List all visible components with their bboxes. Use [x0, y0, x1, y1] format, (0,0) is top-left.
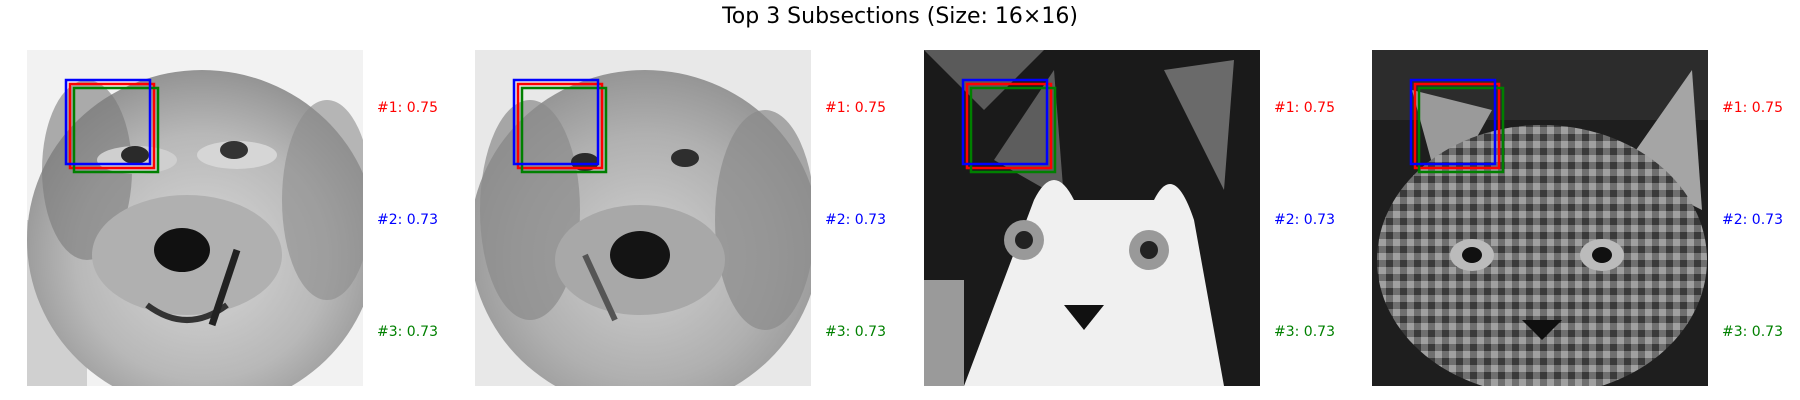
- score-label-2: #2: 0.73: [377, 212, 438, 228]
- panel-2: #1: 0.75 #2: 0.73 #3: 0.73: [475, 50, 915, 390]
- subsection-boxes: [64, 78, 160, 174]
- score-label-1: #1: 0.75: [1274, 100, 1335, 116]
- subsection-boxes: [512, 78, 608, 174]
- subsection-box-3: [520, 86, 608, 174]
- subsection-box-3: [1417, 86, 1505, 174]
- cat-image-2: [1372, 50, 1708, 386]
- score-label-2: #2: 0.73: [1274, 212, 1335, 228]
- score-label-3: #3: 0.73: [1722, 324, 1783, 340]
- score-label-1: #1: 0.75: [825, 100, 886, 116]
- subsection-box-2: [512, 78, 600, 166]
- score-label-3: #3: 0.73: [377, 324, 438, 340]
- dog-image-2: [475, 50, 811, 386]
- panel-3: #1: 0.75 #2: 0.73 #3: 0.73: [924, 50, 1364, 390]
- chart-title: Top 3 Subsections (Size: 16×16): [722, 4, 1078, 29]
- subsection-box-1: [965, 82, 1053, 170]
- subsection-boxes: [961, 78, 1057, 174]
- score-label-1: #1: 0.75: [1722, 100, 1783, 116]
- subsection-box-2: [1409, 78, 1497, 166]
- score-label-3: #3: 0.73: [1274, 324, 1335, 340]
- subsection-box-2: [64, 78, 152, 166]
- score-label-2: #2: 0.73: [825, 212, 886, 228]
- subsection-box-3: [969, 86, 1057, 174]
- subsection-box-1: [516, 82, 604, 170]
- subsection-box-1: [68, 82, 156, 170]
- subsection-box-2: [961, 78, 1049, 166]
- subsection-box-1: [1413, 82, 1501, 170]
- subsection-boxes: [1409, 78, 1505, 174]
- subsection-box-3: [72, 86, 160, 174]
- score-label-1: #1: 0.75: [377, 100, 438, 116]
- panel-4: #1: 0.75 #2: 0.73 #3: 0.73: [1372, 50, 1800, 390]
- panel-1: #1: 0.75 #2: 0.73 #3: 0.73: [27, 50, 467, 390]
- score-label-2: #2: 0.73: [1722, 212, 1783, 228]
- score-label-3: #3: 0.73: [825, 324, 886, 340]
